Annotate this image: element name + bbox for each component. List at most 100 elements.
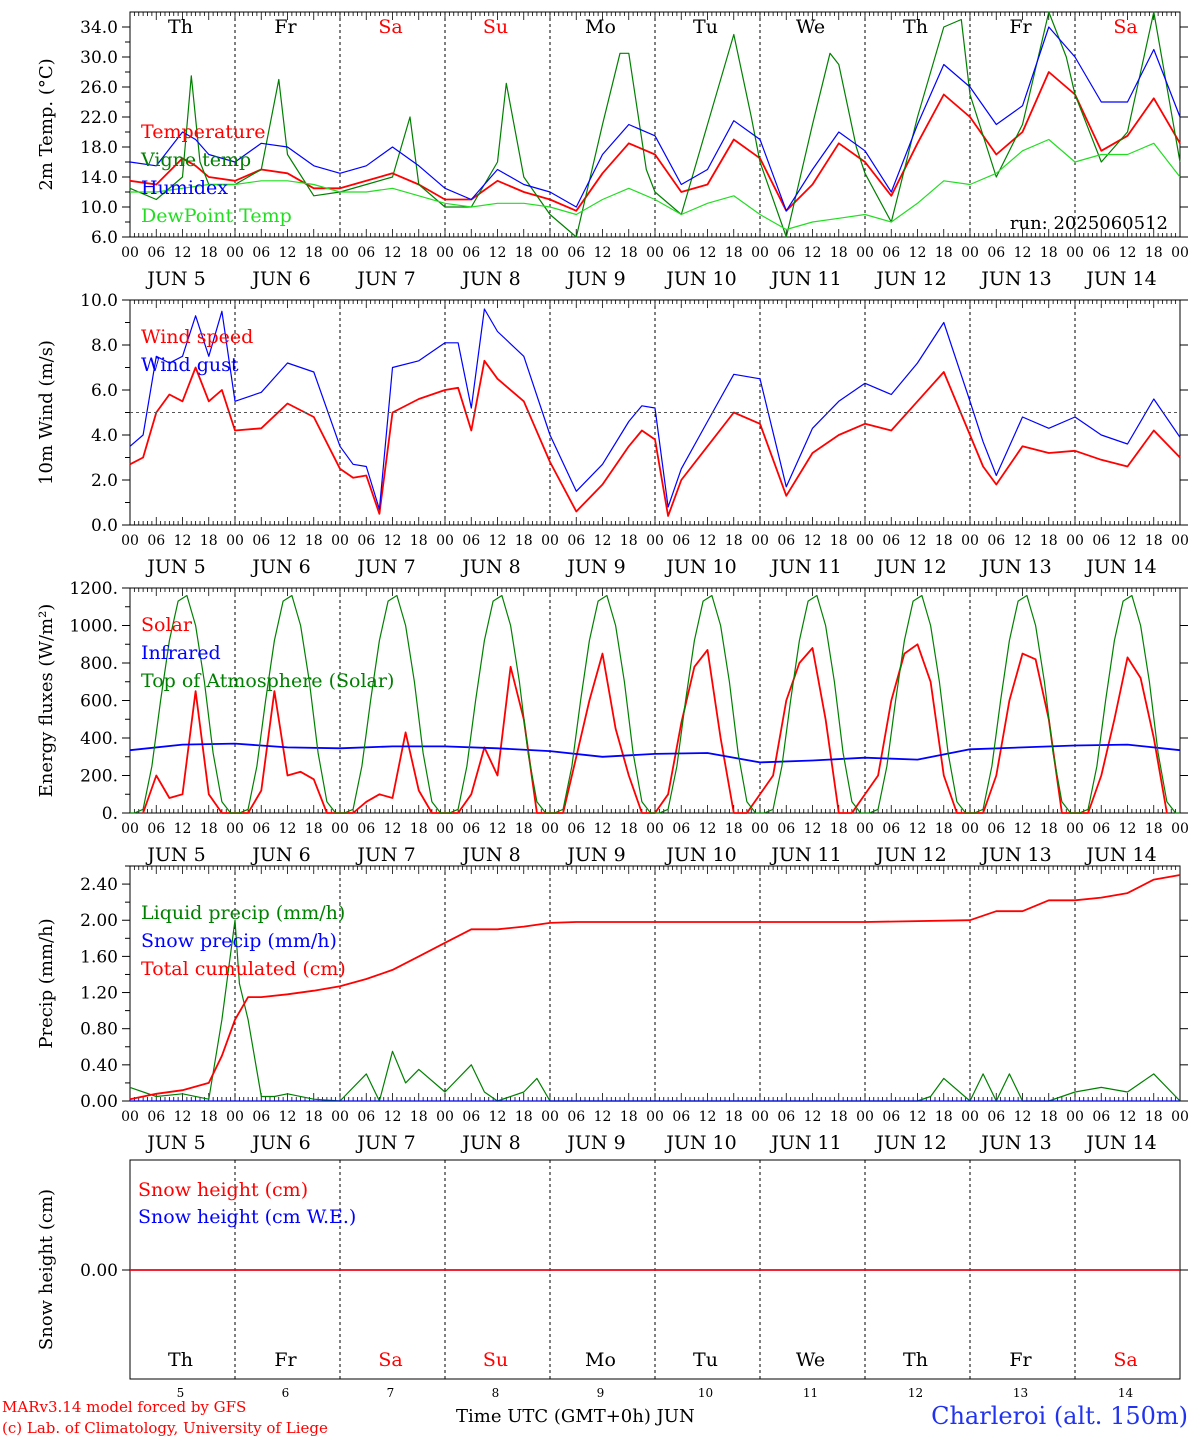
hour-tick-label: 00 — [541, 1109, 559, 1125]
hour-tick-label: 06 — [777, 245, 795, 261]
date-label: JUN 10 — [664, 1132, 736, 1154]
date-label: JUN 8 — [460, 1132, 520, 1154]
y-tick-label: 22.0 — [80, 108, 118, 128]
hour-tick-label: 18 — [1040, 245, 1058, 261]
legend-entry: Humidex — [141, 177, 228, 199]
date-label: JUN 8 — [460, 844, 520, 866]
hour-tick-label: 06 — [252, 533, 270, 549]
hour-tick-label: 00 — [856, 821, 874, 837]
day-number-label: 14 — [1118, 1386, 1134, 1400]
hour-tick-label: 18 — [1040, 533, 1058, 549]
hour-tick-label: 18 — [1145, 1109, 1163, 1125]
hour-tick-label: 12 — [594, 821, 612, 837]
hour-tick-label: 00 — [646, 533, 664, 549]
hour-tick-label: 18 — [620, 245, 638, 261]
hour-tick-label: 06 — [1092, 821, 1110, 837]
date-label: JUN 9 — [565, 556, 625, 578]
y-axis-label: Energy fluxes (W/m²) — [36, 604, 57, 798]
date-label: JUN 12 — [874, 1132, 946, 1154]
hour-tick-label: 18 — [305, 533, 323, 549]
weekday-label-bottom: We — [796, 1349, 825, 1371]
hour-tick-label: 06 — [882, 533, 900, 549]
series-line — [129, 742, 1181, 764]
hour-tick-label: 18 — [830, 1109, 848, 1125]
series-line — [129, 26, 1181, 212]
date-label: JUN 14 — [1084, 844, 1156, 866]
hour-tick-label: 06 — [147, 1109, 165, 1125]
y-tick-label: 400. — [80, 729, 118, 749]
hour-tick-label: 06 — [462, 821, 480, 837]
hour-tick-label: 12 — [1014, 1109, 1032, 1125]
hour-tick-label: 00 — [331, 245, 349, 261]
y-tick-label: 1.20 — [80, 984, 118, 1004]
hour-tick-label: 00 — [436, 821, 454, 837]
hour-tick-label: 12 — [1014, 245, 1032, 261]
hour-tick-label: 00 — [436, 245, 454, 261]
hour-tick-label: 12 — [1014, 533, 1032, 549]
hour-tick-label: 00 — [646, 1109, 664, 1125]
hour-tick-label: 00 — [1171, 821, 1189, 837]
hour-tick-label: 18 — [935, 245, 953, 261]
hour-tick-label: 06 — [567, 245, 585, 261]
day-number-label: 5 — [177, 1386, 185, 1400]
hour-tick-label: 12 — [489, 533, 507, 549]
weekday-label-bottom: Sa — [1113, 1349, 1137, 1371]
hour-tick-label: 18 — [725, 1109, 743, 1125]
hour-tick-label: 06 — [567, 821, 585, 837]
series-line — [129, 919, 1181, 1102]
y-tick-label: 0.0 — [91, 516, 118, 536]
weekday-label-top: Fr — [274, 16, 297, 38]
hour-tick-label: 00 — [331, 1109, 349, 1125]
time-axis-label: Time UTC (GMT+0h) JUN — [456, 1406, 695, 1427]
hour-tick-label: 18 — [935, 533, 953, 549]
hour-tick-label: 06 — [672, 245, 690, 261]
hour-tick-label: 12 — [699, 533, 717, 549]
y-tick-label: 30.0 — [80, 48, 118, 68]
hour-tick-label: 18 — [725, 245, 743, 261]
legend-entry: Wind speed — [141, 326, 253, 348]
hour-tick-label: 12 — [594, 1109, 612, 1125]
date-label: JUN 7 — [355, 556, 415, 578]
hour-tick-label: 12 — [1119, 533, 1137, 549]
hour-tick-label: 18 — [515, 245, 533, 261]
hour-tick-label: 18 — [200, 533, 218, 549]
hour-tick-label: 18 — [200, 821, 218, 837]
run-label: run: 2025060512 — [1010, 213, 1168, 234]
hour-tick-label: 12 — [174, 533, 192, 549]
hour-tick-label: 00 — [226, 1109, 244, 1125]
hour-tick-label: 12 — [1014, 821, 1032, 837]
weekday-label-bottom: Fr — [274, 1349, 297, 1371]
y-tick-label: 14.0 — [80, 168, 118, 188]
hour-tick-label: 12 — [909, 821, 927, 837]
hour-tick-label: 12 — [279, 245, 297, 261]
hour-tick-label: 06 — [672, 533, 690, 549]
hour-tick-label: 18 — [305, 245, 323, 261]
legend-entry: Solar — [141, 614, 193, 636]
date-label: JUN 10 — [664, 844, 736, 866]
y-tick-label: 10.0 — [80, 291, 118, 311]
hour-tick-label: 00 — [856, 533, 874, 549]
date-label: JUN 5 — [145, 556, 205, 578]
hour-tick-label: 06 — [1092, 533, 1110, 549]
hour-tick-label: 12 — [174, 1109, 192, 1125]
hour-tick-label: 06 — [987, 245, 1005, 261]
hour-tick-label: 18 — [410, 533, 428, 549]
weekday-label-bottom: Sa — [378, 1349, 402, 1371]
weekday-label-top: Fr — [1009, 16, 1032, 38]
hour-tick-label: 18 — [200, 245, 218, 261]
date-label: JUN 11 — [769, 1132, 841, 1154]
hour-tick-label: 18 — [935, 821, 953, 837]
model-credit: MARv3.14 model forced by GFS — [2, 1398, 247, 1416]
hour-tick-label: 06 — [1092, 245, 1110, 261]
date-label: JUN 6 — [250, 268, 310, 290]
hour-tick-label: 12 — [699, 245, 717, 261]
date-label: JUN 8 — [460, 556, 520, 578]
hour-tick-label: 06 — [777, 533, 795, 549]
date-label: JUN 14 — [1084, 556, 1156, 578]
hour-tick-label: 18 — [725, 821, 743, 837]
legend-entry: Infrared — [141, 642, 221, 664]
hour-tick-label: 18 — [935, 1109, 953, 1125]
weekday-label-top: Sa — [378, 16, 402, 38]
hour-tick-label: 06 — [252, 1109, 270, 1125]
hour-tick-label: 06 — [777, 1109, 795, 1125]
